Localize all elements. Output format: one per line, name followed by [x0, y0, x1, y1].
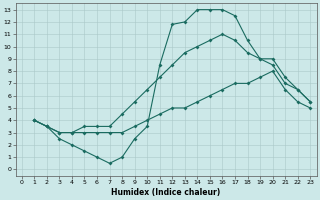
X-axis label: Humidex (Indice chaleur): Humidex (Indice chaleur) — [111, 188, 221, 197]
